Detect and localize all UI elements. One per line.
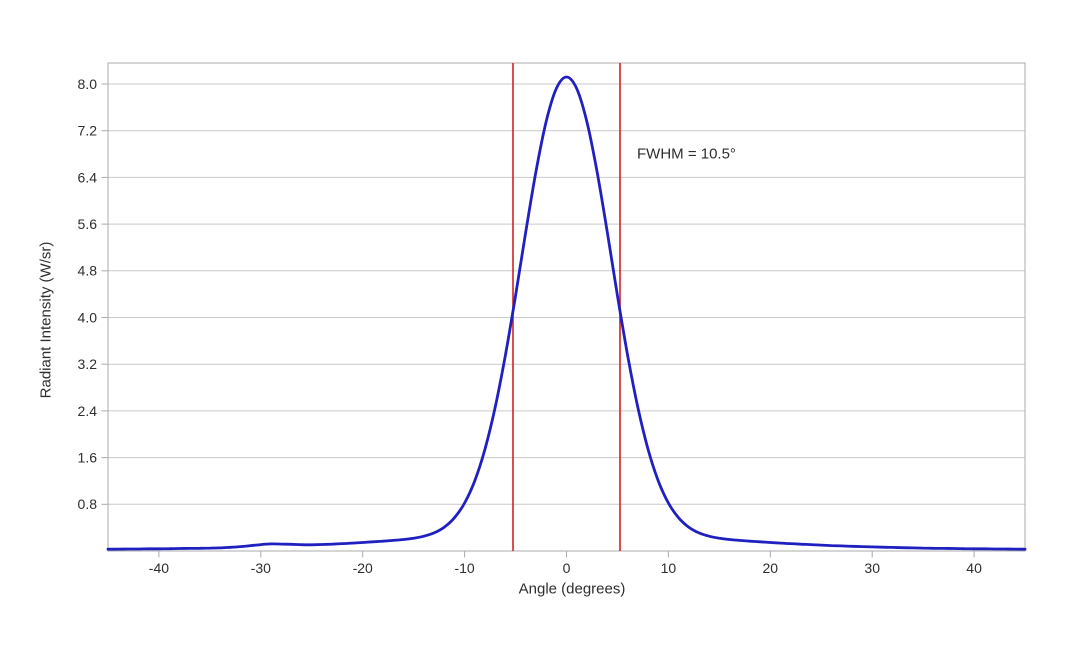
y-axis-title: Radiant Intensity (W/sr) (37, 241, 55, 399)
y-tick-label: 6.4 (78, 169, 98, 185)
fwhm-annotation: FWHM = 10.5° (637, 145, 736, 163)
x-tick-label: 30 (864, 560, 880, 576)
x-tick-label: 20 (763, 560, 779, 576)
x-tick-label: -40 (149, 560, 169, 576)
x-tick-label: -30 (251, 560, 271, 576)
plot-border (107, 62, 1026, 552)
plot-area: 0.8 1.6 2.4 3.2 4.0 4.8 5.6 6.4 7.2 8.0 -40 -30 -20 -… (78, 62, 1027, 576)
y-tick-label: 8.0 (78, 76, 98, 92)
y-tick-label: 0.8 (78, 496, 98, 512)
x-tick-label: -10 (454, 560, 474, 576)
y-tick-label: 1.6 (78, 450, 98, 466)
y-tick-label: 7.2 (78, 123, 98, 139)
x-axis-title: Angle (degrees) (518, 580, 626, 598)
y-tick-label: 2.4 (78, 403, 98, 419)
x-tick-label: 0 (563, 560, 571, 576)
x-tick-label: 10 (661, 560, 677, 576)
y-tick-label: 5.6 (78, 216, 98, 232)
x-tick-label: 40 (966, 560, 982, 576)
y-tick-label: 4.8 (78, 263, 98, 279)
x-tick-label: -20 (353, 560, 373, 576)
intensity-curve (106, 75, 1027, 551)
y-tick-label: 3.2 (78, 356, 98, 372)
y-tick-label: 4.0 (78, 309, 98, 325)
